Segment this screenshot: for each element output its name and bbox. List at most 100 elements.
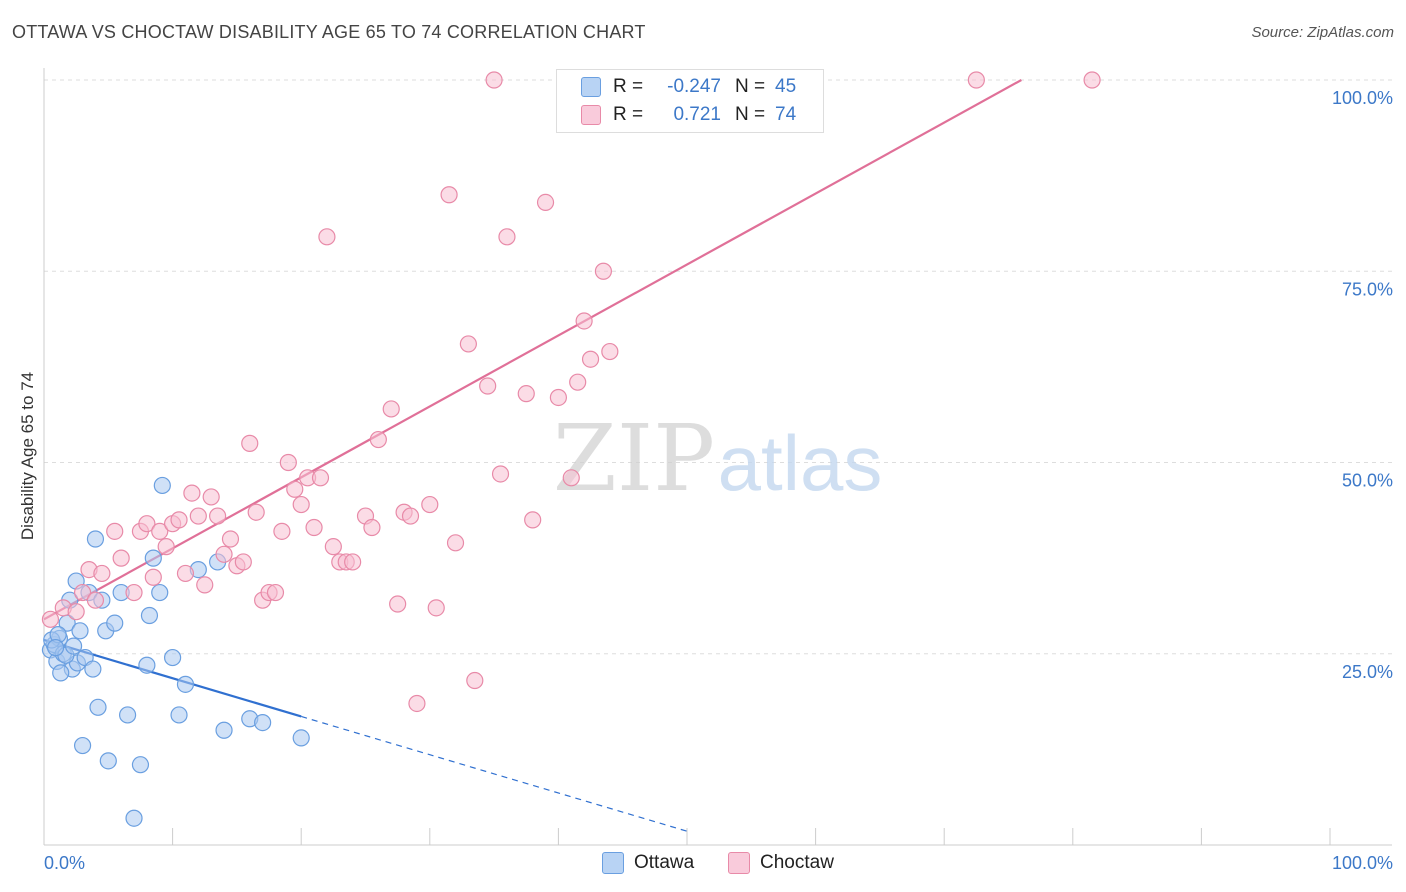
choctaw-point: [112, 549, 130, 567]
choctaw-legend-swatch: [728, 852, 750, 874]
ottawa-point: [138, 656, 156, 674]
choctaw-point: [369, 430, 387, 449]
ottawa-point: [176, 675, 195, 693]
r-label: R =: [613, 76, 644, 97]
choctaw-point: [176, 564, 195, 583]
choctaw-point: [491, 465, 510, 483]
choctaw-point: [279, 453, 297, 472]
choctaw-point: [421, 495, 439, 514]
choctaw-trend-line: [43, 79, 1022, 621]
ottawa-point: [71, 622, 89, 640]
ottawa-point: [46, 639, 65, 657]
y-tick-label: 75.0%: [1342, 279, 1393, 299]
watermark-zip: ZIP: [553, 405, 715, 512]
legend-row-choctaw: R = 0.721 N = 74: [581, 102, 796, 128]
choctaw-point: [389, 595, 407, 613]
r-value: 0.721: [673, 104, 721, 125]
choctaw-point: [273, 522, 291, 540]
ottawa-point: [144, 549, 162, 567]
choctaw-point: [601, 342, 619, 361]
choctaw-point: [581, 350, 600, 368]
choctaw-point: [209, 507, 227, 525]
ottawa-point: [125, 809, 143, 827]
x-tick-label: 100.0%: [1332, 853, 1393, 873]
gridlines: [44, 79, 1392, 655]
choctaw-point: [440, 186, 458, 204]
chart-title: OTTAWA VS CHOCTAW DISABILITY AGE 65 TO 7…: [12, 22, 646, 42]
choctaw-point: [138, 515, 156, 533]
choctaw-point: [408, 694, 426, 713]
tick-labels: 25.0% 50.0% 75.0% 100.0% 0.0% 100.0% Disabilit…: [18, 88, 1393, 873]
choctaw-point: [569, 373, 587, 391]
choctaw-point: [311, 469, 330, 487]
source-label: Source: ZipAtlas.com: [1251, 24, 1394, 41]
choctaw-point: [344, 553, 362, 571]
choctaw-point: [427, 599, 445, 617]
ottawa-point: [215, 721, 233, 739]
ottawa-point: [140, 606, 159, 625]
axes: [43, 68, 1392, 846]
choctaw-point: [196, 576, 214, 594]
choctaw-point: [446, 534, 465, 552]
ottawa-trend-extension: [301, 715, 688, 832]
ottawa-point: [170, 706, 188, 724]
ottawa-point: [153, 476, 171, 495]
ottawa-point: [254, 713, 272, 732]
choctaw-point: [144, 568, 162, 586]
watermark: ZIP atlas: [553, 405, 882, 512]
ottawa-point: [106, 614, 124, 632]
ottawa-point: [131, 756, 150, 774]
choctaw-point: [466, 671, 484, 690]
watermark-atlas: atlas: [718, 419, 883, 507]
choctaw-point: [241, 434, 259, 452]
ottawa-point: [52, 664, 70, 682]
choctaw-point: [125, 583, 143, 602]
choctaw-point: [234, 553, 252, 571]
choctaw-point: [157, 538, 175, 556]
choctaw-legend-label: Choctaw: [760, 852, 834, 873]
choctaw-point: [305, 518, 323, 537]
choctaw-point: [524, 511, 542, 529]
ottawa-point: [64, 637, 83, 655]
ottawa-point: [86, 530, 105, 548]
choctaw-swatch: [581, 105, 601, 125]
choctaw-point: [286, 480, 304, 498]
choctaw-point: [363, 518, 381, 537]
ottawa-legend-label: Ottawa: [634, 852, 695, 873]
data-points: [41, 71, 1101, 827]
n-label: N =: [735, 76, 766, 97]
choctaw-point: [517, 385, 535, 403]
ottawa-swatch: [581, 77, 601, 97]
choctaw-point: [562, 469, 580, 487]
choctaw-point: [106, 522, 124, 540]
choctaw-point: [183, 484, 201, 502]
choctaw-point: [318, 228, 336, 246]
ottawa-point: [73, 736, 92, 755]
n-value: 45: [775, 76, 797, 97]
ottawa-point: [84, 660, 102, 678]
choctaw-point: [266, 583, 285, 602]
ottawa-legend-swatch: [602, 852, 624, 874]
y-tick-label: 100.0%: [1332, 88, 1393, 108]
choctaw-point: [485, 71, 503, 89]
y-axis-label: Disability Age 65 to 74: [18, 372, 37, 540]
choctaw-point: [86, 591, 105, 609]
choctaw-point: [594, 262, 613, 280]
ottawa-point: [292, 729, 310, 747]
choctaw-point: [479, 377, 497, 395]
y-tick-label: 50.0%: [1342, 471, 1393, 491]
legend-item-choctaw: Choctaw: [728, 852, 834, 874]
ottawa-point: [99, 752, 117, 770]
choctaw-point: [151, 522, 169, 540]
ottawa-point: [151, 583, 169, 602]
choctaw-point: [292, 495, 310, 514]
choctaw-point: [67, 603, 85, 621]
y-tick-label: 25.0%: [1342, 662, 1393, 682]
choctaw-point: [382, 400, 400, 418]
choctaw-point: [215, 545, 233, 563]
choctaw-point: [549, 388, 568, 407]
choctaw-point: [189, 507, 207, 525]
choctaw-point: [324, 538, 342, 556]
legend-item-ottawa: Ottawa: [602, 852, 694, 874]
